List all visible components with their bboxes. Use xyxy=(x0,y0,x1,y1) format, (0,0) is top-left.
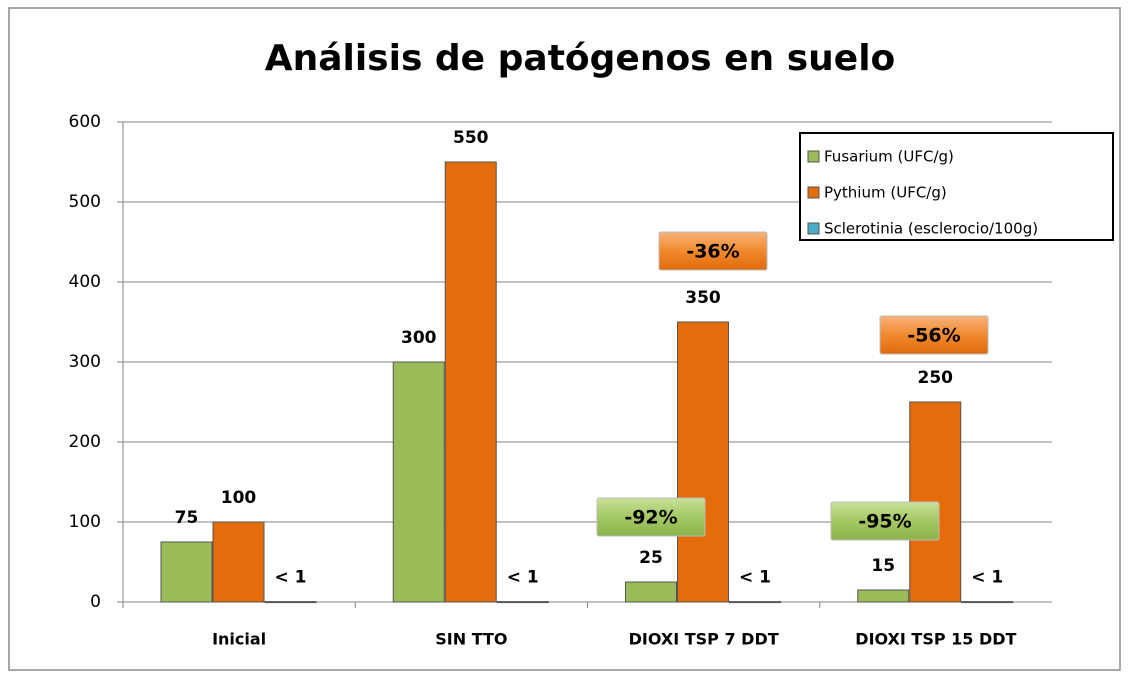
annotation: -95% xyxy=(858,511,911,533)
data-label: 15 xyxy=(871,556,895,576)
x-tick-label: DIOXI TSP 15 DDT xyxy=(855,630,1016,649)
y-tick-label: 400 xyxy=(69,272,101,292)
bar xyxy=(496,601,549,604)
legend-label: Fusarium (UFC/g) xyxy=(824,148,954,166)
legend xyxy=(799,132,1114,241)
legend-swatch xyxy=(807,222,820,235)
bar xyxy=(160,541,213,603)
x-tick-label: SIN TTO xyxy=(435,630,507,649)
data-label: < 1 xyxy=(275,568,307,588)
y-tick-label: 300 xyxy=(69,352,101,372)
annotation-box xyxy=(830,501,940,541)
legend-label: Pythium (UFC/g) xyxy=(824,184,947,202)
y-tick-label: 200 xyxy=(69,432,101,452)
bar xyxy=(392,361,445,603)
data-label: < 1 xyxy=(507,568,539,588)
annotation: -92% xyxy=(624,507,677,529)
annotation: -56% xyxy=(907,325,960,347)
bar xyxy=(212,521,265,603)
bar xyxy=(444,161,497,603)
legend-swatch xyxy=(807,150,820,163)
x-tick-label: DIOXI TSP 7 DDT xyxy=(629,630,779,649)
y-tick-label: 500 xyxy=(69,192,101,212)
bar xyxy=(961,601,1014,604)
data-label: < 1 xyxy=(971,568,1003,588)
y-tick-label: 600 xyxy=(69,112,101,132)
y-tick-label: 100 xyxy=(69,512,101,532)
x-tick-label: Inicial xyxy=(212,630,266,649)
bar xyxy=(729,601,781,604)
data-label: 75 xyxy=(175,508,199,528)
data-label: 100 xyxy=(221,488,257,508)
annotation: -36% xyxy=(686,241,739,263)
bar xyxy=(264,601,317,604)
bar xyxy=(857,589,910,603)
bar xyxy=(625,581,677,603)
annotation-box xyxy=(879,315,989,355)
data-label: 550 xyxy=(453,128,489,148)
data-label: 300 xyxy=(401,328,437,348)
data-label: 25 xyxy=(639,548,663,568)
chart-title: Análisis de patógenos en suelo xyxy=(265,38,896,79)
bar xyxy=(677,321,729,603)
data-label: 250 xyxy=(918,368,954,388)
annotation-box xyxy=(596,497,706,537)
legend-label: Sclerotinia (esclerocio/100g) xyxy=(824,220,1038,238)
data-label: < 1 xyxy=(739,568,771,588)
data-label: 350 xyxy=(685,288,721,308)
annotation-box xyxy=(658,231,768,271)
y-tick-label: 0 xyxy=(90,592,101,612)
legend-swatch xyxy=(807,186,820,199)
